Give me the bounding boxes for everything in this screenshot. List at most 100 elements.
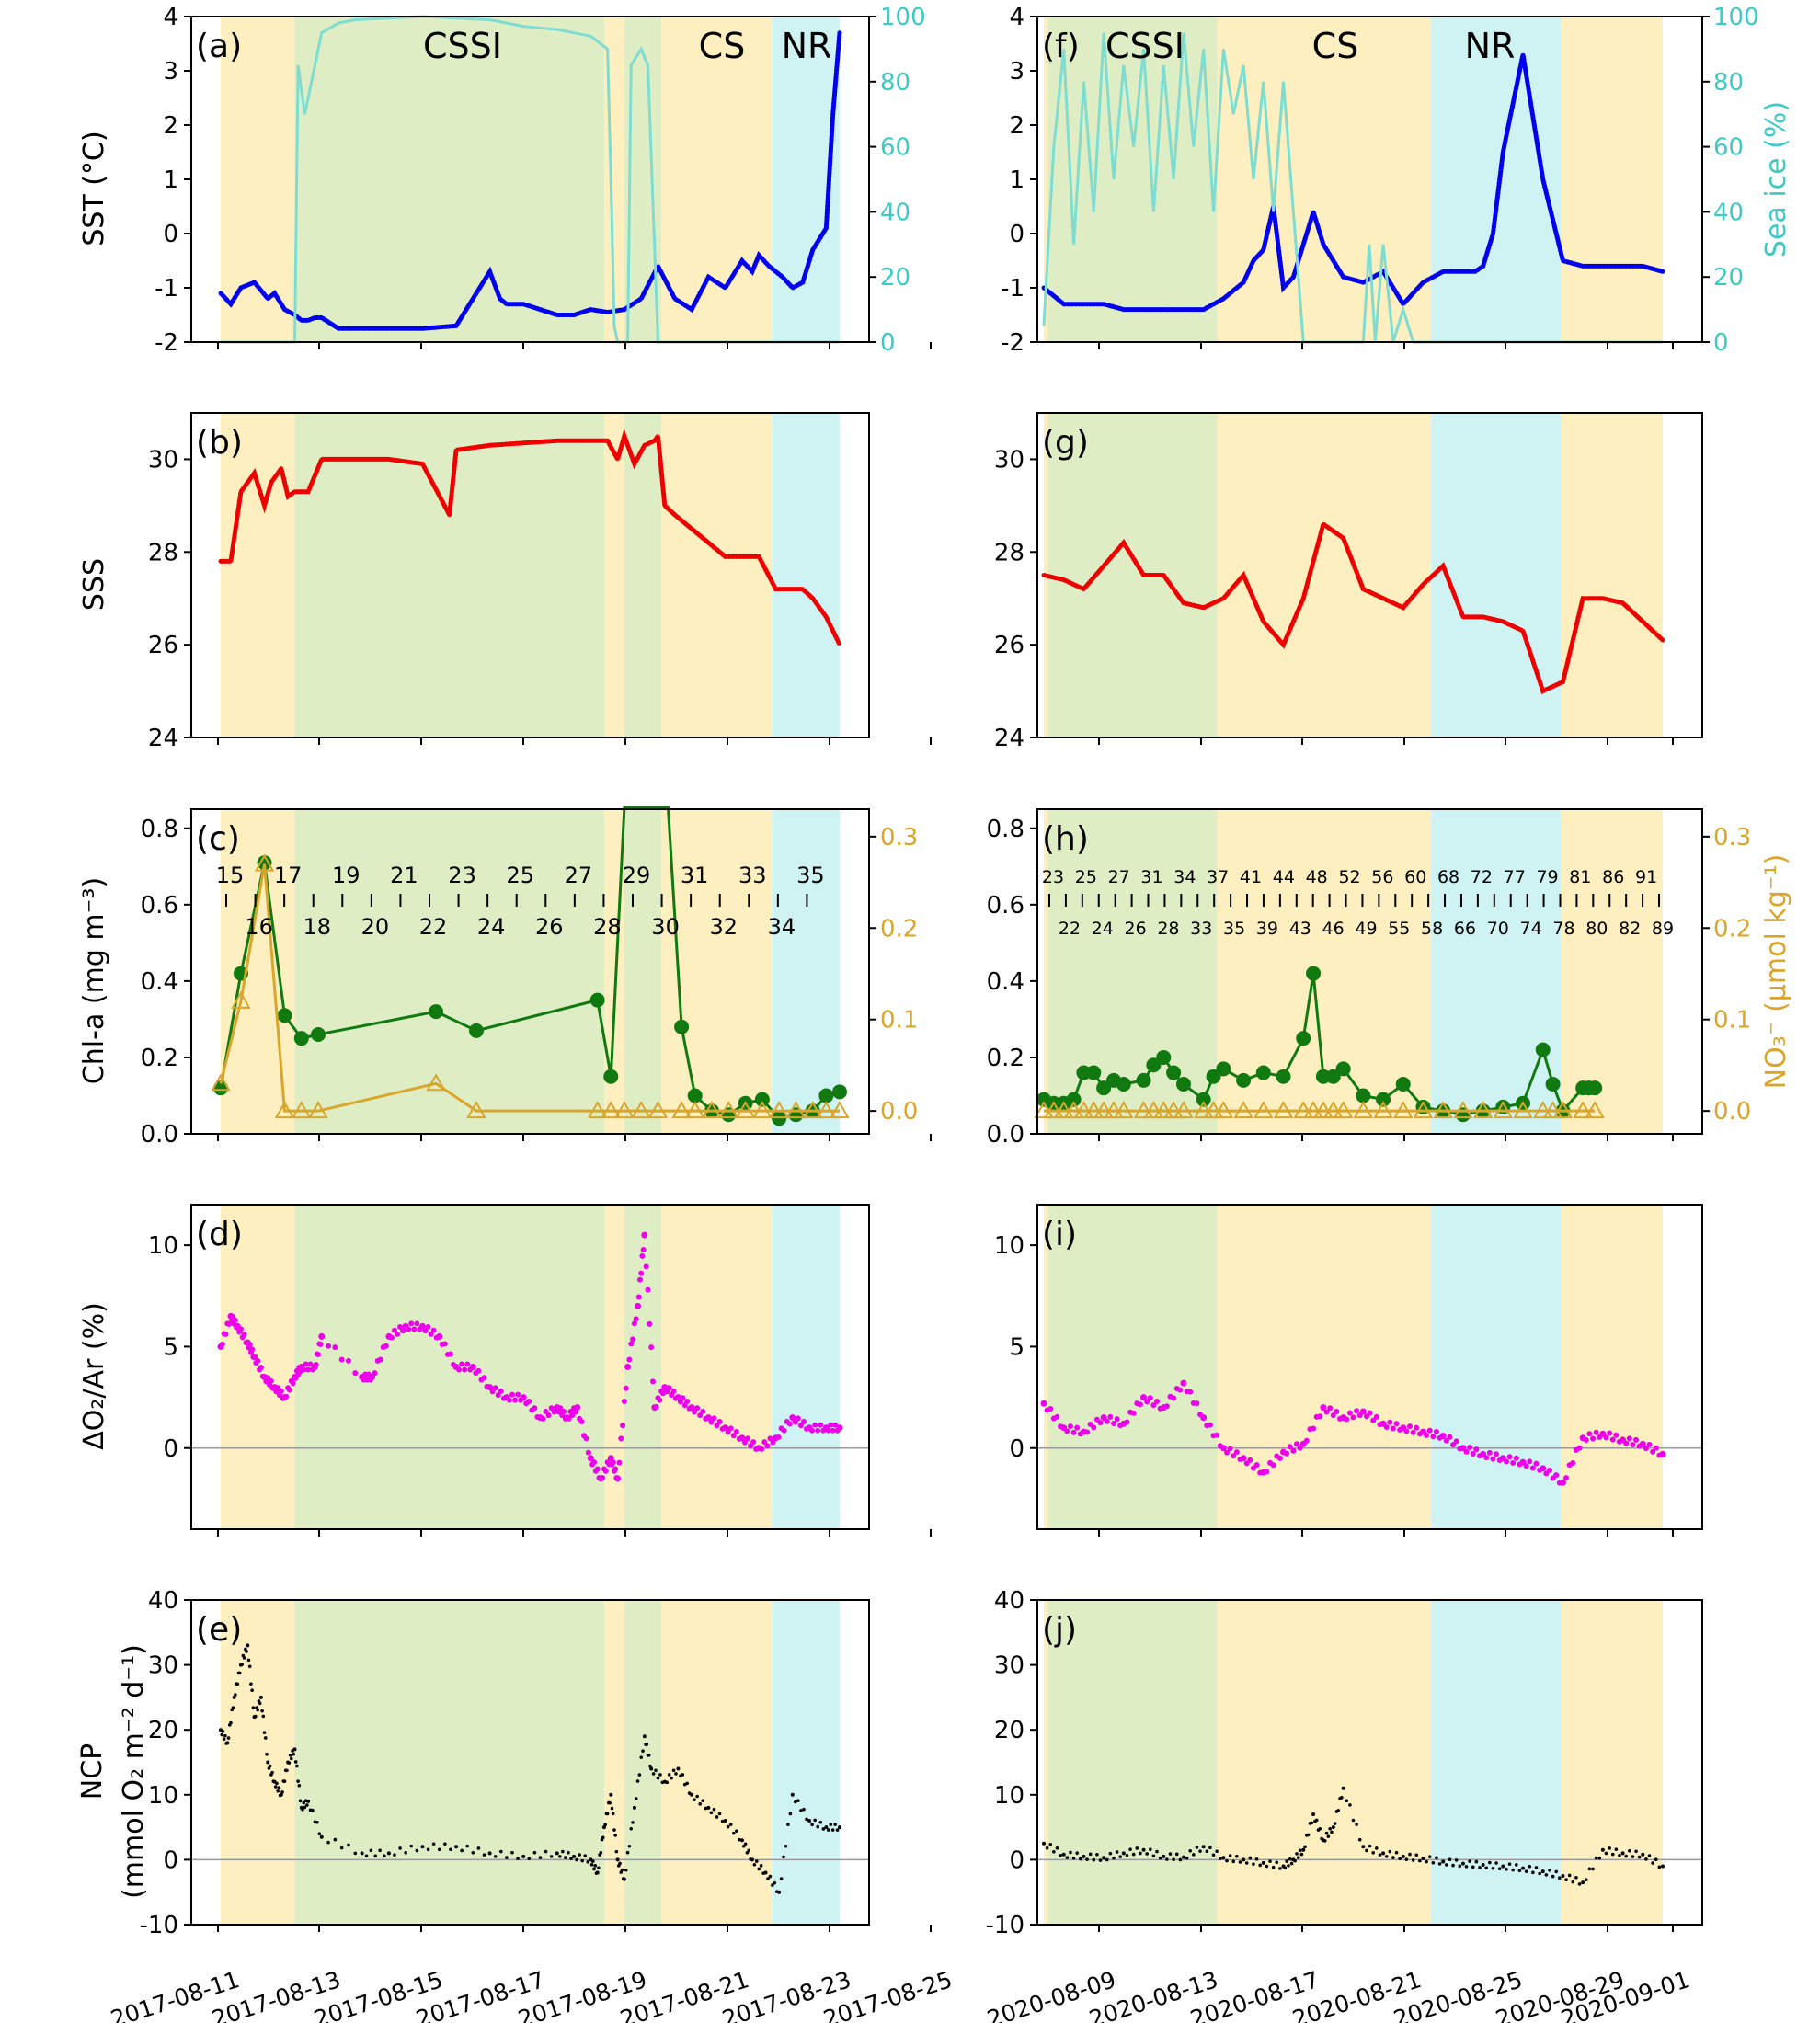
- o2-point: [1177, 1387, 1184, 1393]
- ncp-point: [364, 1854, 369, 1858]
- o2-point: [818, 1422, 824, 1428]
- o2-point: [727, 1425, 734, 1432]
- ncp-point: [1108, 1851, 1113, 1856]
- o2-point: [610, 1459, 616, 1466]
- o2-point: [1603, 1434, 1609, 1441]
- o2-point: [1253, 1462, 1260, 1469]
- o2-point: [635, 1294, 642, 1300]
- ncp-point: [1310, 1821, 1314, 1825]
- ncp-point: [1351, 1818, 1356, 1823]
- ncp-point: [493, 1855, 498, 1858]
- ncp-point: [1242, 1857, 1246, 1862]
- station-label: 81: [1569, 867, 1591, 887]
- o2-point: [1410, 1429, 1416, 1435]
- ncp-point: [1285, 1859, 1288, 1863]
- o2-point: [1630, 1442, 1636, 1448]
- ncp-point: [601, 1825, 606, 1830]
- ncp-point: [1345, 1799, 1349, 1803]
- ncp-point: [1293, 1858, 1297, 1863]
- o2-point: [1163, 1403, 1170, 1410]
- ncp-point: [1634, 1849, 1638, 1854]
- o2-point: [1214, 1432, 1220, 1438]
- o2-point: [1334, 1408, 1340, 1414]
- chl-marker: [674, 1019, 690, 1034]
- ncp-point: [561, 1849, 565, 1854]
- ncp-point: [544, 1849, 548, 1854]
- ncp-point: [1333, 1822, 1337, 1825]
- ncp-point: [449, 1847, 452, 1852]
- ncp-point: [1141, 1847, 1146, 1852]
- panel-g: 24 26 28 30 (g): [994, 412, 1703, 752]
- ncp-point: [1271, 1865, 1276, 1869]
- ncp-point: [1514, 1863, 1518, 1867]
- ncp-point: [614, 1849, 619, 1854]
- no3-marker: [254, 853, 275, 872]
- o2-point: [700, 1408, 706, 1414]
- o2-point: [1359, 1408, 1367, 1415]
- ncp-point: [1404, 1857, 1409, 1862]
- ncp-point: [829, 1823, 833, 1826]
- o2-point: [1424, 1432, 1430, 1438]
- ncp-point: [813, 1818, 817, 1823]
- o2-point: [1527, 1458, 1533, 1465]
- o2-point: [313, 1361, 319, 1367]
- ncp-point: [1587, 1867, 1592, 1871]
- o2-point: [832, 1422, 839, 1428]
- ncp-point: [431, 1842, 436, 1846]
- no3-marker: [292, 1101, 312, 1119]
- region-band-yellow: [221, 1205, 295, 1529]
- o2-point: [1064, 1428, 1070, 1434]
- ncp-point: [220, 1732, 224, 1737]
- ncp-point: [816, 1824, 820, 1829]
- region-band-yellow: [603, 1205, 624, 1529]
- ncp-point: [1558, 1876, 1562, 1880]
- o2-point: [1447, 1434, 1453, 1440]
- ncp-point: [386, 1851, 391, 1856]
- y-axis-label: SSS: [78, 558, 110, 611]
- ncp-point: [1427, 1855, 1432, 1858]
- region-band-yellow: [1561, 809, 1663, 1134]
- ncp-point: [726, 1824, 730, 1829]
- o2-point: [561, 1408, 567, 1414]
- chl-marker: [772, 1111, 787, 1126]
- chl-marker: [1376, 1092, 1391, 1107]
- ncp-point: [799, 1809, 803, 1812]
- region-label: CSSI: [1105, 26, 1185, 66]
- ncp-point: [1188, 1849, 1193, 1853]
- ncp-point: [665, 1780, 670, 1785]
- region-band-cyan: [1431, 1205, 1562, 1529]
- region-band-yellow: [661, 413, 773, 737]
- ncp-point: [1481, 1863, 1485, 1868]
- o2-point: [388, 1334, 395, 1341]
- ncp-point: [1192, 1853, 1196, 1857]
- ncp-point: [1235, 1854, 1239, 1858]
- ncp-point: [1311, 1812, 1316, 1816]
- o2-point: [1323, 1409, 1330, 1415]
- y-tick-label: 0.0: [987, 1121, 1024, 1149]
- o2-point: [1523, 1463, 1529, 1469]
- o2-point: [372, 1370, 378, 1377]
- o2-point: [828, 1422, 834, 1428]
- ncp-point: [223, 1733, 227, 1738]
- ncp-point: [482, 1853, 486, 1857]
- ncp-point: [1248, 1856, 1253, 1860]
- ncp-point: [1414, 1853, 1419, 1857]
- y2-tick-label: 0.0: [880, 1098, 918, 1126]
- station-label: 37: [1207, 867, 1229, 887]
- ncp-point: [295, 1764, 299, 1768]
- ncp-point: [1301, 1847, 1306, 1852]
- ncp-point: [290, 1756, 293, 1761]
- region-band-green: [1047, 1600, 1218, 1925]
- o2-point: [1104, 1418, 1110, 1424]
- o2-point: [411, 1326, 418, 1332]
- ncp-point: [1238, 1860, 1242, 1864]
- chl-marker: [277, 1008, 292, 1023]
- o2-point: [1407, 1423, 1414, 1430]
- chl-marker: [1335, 1061, 1351, 1077]
- ncp-point: [1121, 1851, 1126, 1856]
- region-band-cyan: [772, 1600, 840, 1925]
- y-tick-label: -1: [1001, 275, 1024, 303]
- ncp-point: [575, 1857, 578, 1862]
- no3-marker: [1163, 1101, 1184, 1119]
